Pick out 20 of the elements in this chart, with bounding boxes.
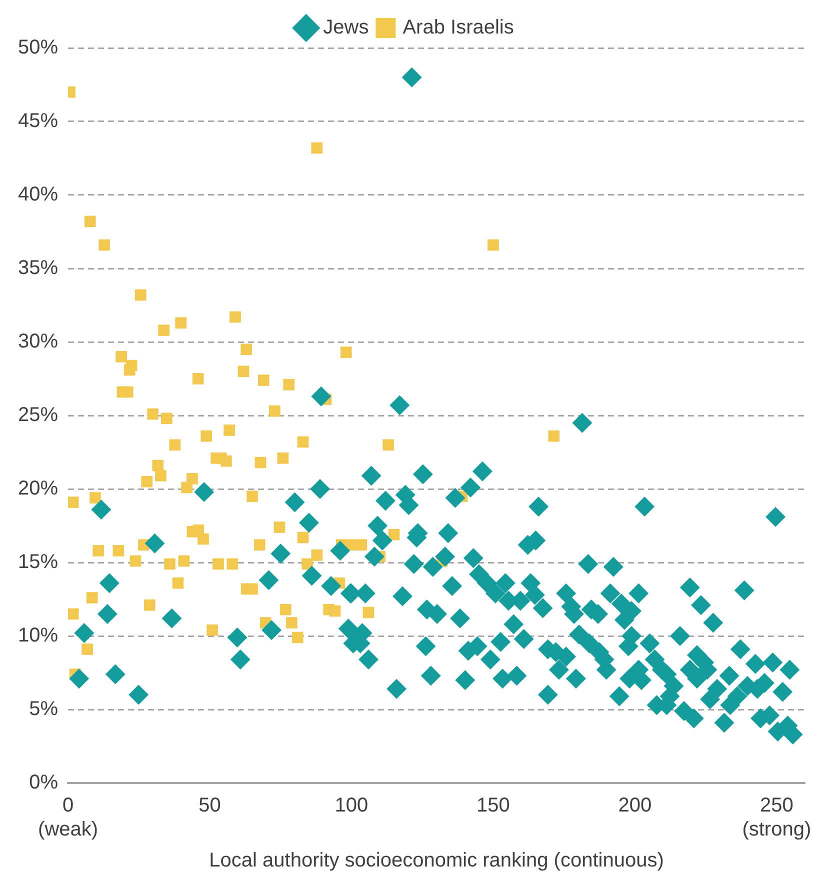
y-tick-label: 15% [18, 551, 58, 574]
x-tick-label: 100 [334, 794, 368, 817]
legend-label: Jews [323, 16, 369, 39]
y-tick-label: 40% [18, 184, 58, 206]
y-tick-label: 50% [18, 36, 58, 59]
legend-label: Arab Israelis [402, 16, 514, 39]
x-tick-label: 50 [198, 794, 221, 817]
x-axis-title: Local authority socioeconomic ranking (continuous) [209, 850, 664, 872]
y-tick-label: 20% [18, 478, 58, 500]
y-tick-label: 0% [29, 772, 58, 794]
x-tick-label: 200 [618, 794, 652, 817]
x-tick-label: 0 (weak) [38, 794, 98, 841]
x-tick-label: 250 (strong) [742, 794, 812, 841]
y-tick-label: 25% [18, 404, 58, 426]
y-tick-label: 30% [18, 330, 58, 353]
y-tick-label: 45% [18, 110, 58, 132]
y-tick-label: 35% [18, 257, 58, 280]
y-tick-label: 5% [29, 698, 58, 720]
x-tick-label: 150 [476, 794, 510, 817]
y-tick-label: 10% [18, 624, 58, 647]
